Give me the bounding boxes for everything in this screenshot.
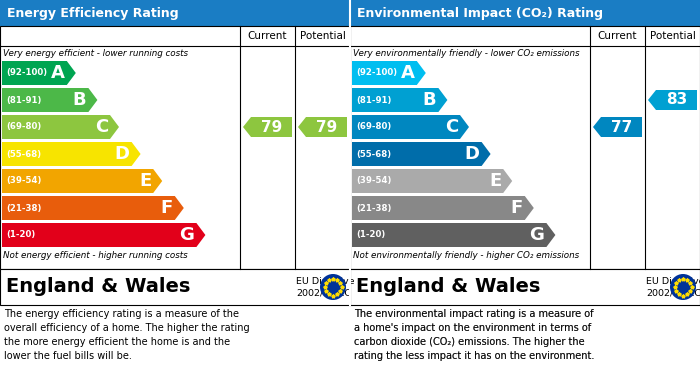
Text: E: E	[139, 172, 151, 190]
Text: F: F	[510, 199, 523, 217]
Circle shape	[320, 274, 346, 300]
Text: 2002/91/EC: 2002/91/EC	[646, 289, 700, 298]
Polygon shape	[2, 223, 205, 247]
Text: 79: 79	[261, 120, 282, 135]
Polygon shape	[593, 117, 642, 137]
Polygon shape	[352, 115, 469, 139]
Bar	[350, 0, 700, 26]
Text: E: E	[489, 172, 501, 190]
Text: 79: 79	[316, 120, 337, 135]
Text: (21-38): (21-38)	[6, 203, 41, 212]
Text: 2002/91/EC: 2002/91/EC	[296, 289, 351, 298]
Polygon shape	[2, 61, 76, 85]
Text: (55-68): (55-68)	[356, 149, 391, 158]
Text: B: B	[73, 91, 86, 109]
Bar	[350, 269, 700, 305]
Text: Not environmentally friendly - higher CO₂ emissions: Not environmentally friendly - higher CO…	[353, 251, 579, 260]
Text: A: A	[51, 64, 65, 82]
Text: B: B	[423, 91, 436, 109]
Bar	[0, 269, 350, 305]
Polygon shape	[352, 223, 555, 247]
Text: (81-91): (81-91)	[356, 95, 391, 104]
Text: Potential: Potential	[300, 31, 345, 41]
Bar	[0, 26, 350, 269]
Text: (21-38): (21-38)	[356, 203, 391, 212]
Text: (69-80): (69-80)	[6, 122, 41, 131]
Polygon shape	[648, 90, 697, 110]
Text: Energy Efficiency Rating: Energy Efficiency Rating	[7, 7, 178, 20]
Polygon shape	[2, 115, 119, 139]
Circle shape	[670, 274, 696, 300]
Text: Very energy efficient - lower running costs: Very energy efficient - lower running co…	[3, 49, 188, 58]
Polygon shape	[298, 117, 347, 137]
Text: F: F	[160, 199, 173, 217]
Polygon shape	[2, 196, 184, 220]
Text: Current: Current	[248, 31, 287, 41]
Text: (39-54): (39-54)	[356, 176, 391, 185]
Polygon shape	[352, 169, 512, 193]
Text: A: A	[401, 64, 415, 82]
Text: The environmental impact rating is a measure of
a home's impact on the environme: The environmental impact rating is a mea…	[354, 309, 594, 361]
Text: (81-91): (81-91)	[6, 95, 41, 104]
Text: The energy efficiency rating is a measure of the
overall efficiency of a home. T: The energy efficiency rating is a measur…	[4, 309, 250, 361]
Text: C: C	[444, 118, 458, 136]
Polygon shape	[2, 88, 97, 112]
Text: D: D	[115, 145, 130, 163]
Text: (55-68): (55-68)	[6, 149, 41, 158]
Text: 77: 77	[611, 120, 632, 135]
Polygon shape	[352, 61, 426, 85]
Polygon shape	[2, 169, 162, 193]
Text: (92-100): (92-100)	[6, 68, 47, 77]
Text: (39-54): (39-54)	[6, 176, 41, 185]
Text: D: D	[465, 145, 480, 163]
Polygon shape	[2, 142, 141, 166]
Text: EU Directive: EU Directive	[646, 278, 700, 287]
Text: The environmental impact rating is a measure of
a home's impact on the environme: The environmental impact rating is a mea…	[354, 309, 594, 361]
Text: Potential: Potential	[650, 31, 695, 41]
Text: England & Wales: England & Wales	[6, 278, 190, 296]
Bar	[350, 26, 700, 269]
Polygon shape	[352, 142, 491, 166]
Text: C: C	[94, 118, 108, 136]
Text: (92-100): (92-100)	[356, 68, 397, 77]
Text: (69-80): (69-80)	[356, 122, 391, 131]
Text: Current: Current	[598, 31, 637, 41]
Text: Not energy efficient - higher running costs: Not energy efficient - higher running co…	[3, 251, 188, 260]
Text: (1-20): (1-20)	[356, 231, 385, 240]
Text: Very environmentally friendly - lower CO₂ emissions: Very environmentally friendly - lower CO…	[353, 49, 580, 58]
Text: EU Directive: EU Directive	[296, 278, 354, 287]
Bar	[0, 0, 350, 26]
Text: England & Wales: England & Wales	[356, 278, 540, 296]
Text: G: G	[179, 226, 195, 244]
Polygon shape	[243, 117, 292, 137]
Text: Environmental Impact (CO₂) Rating: Environmental Impact (CO₂) Rating	[357, 7, 603, 20]
Text: The environmental impact rating is a measure of
a home's impact on the environme: The environmental impact rating is a mea…	[354, 309, 594, 361]
Polygon shape	[352, 196, 534, 220]
Polygon shape	[352, 88, 447, 112]
Text: (1-20): (1-20)	[6, 231, 35, 240]
Text: G: G	[529, 226, 545, 244]
Text: 83: 83	[666, 93, 687, 108]
